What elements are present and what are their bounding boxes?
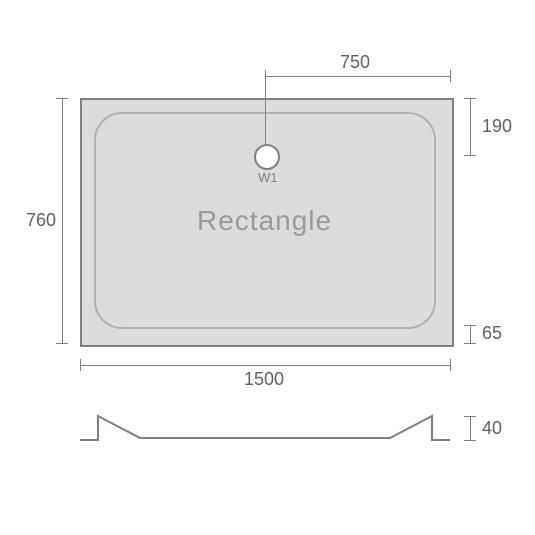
dim-line-edge (470, 325, 471, 343)
dim-label-profile: 40 (482, 418, 502, 439)
diagram-canvas: 750 190 W1 Rectangle 760 65 1500 40 (0, 0, 535, 535)
center-label: Rectangle (197, 205, 332, 237)
dim-line-drain-y (470, 98, 471, 155)
dim-tick (464, 325, 476, 326)
dim-label-edge: 65 (482, 323, 502, 344)
dim-line-height (62, 98, 63, 343)
dim-tick (265, 70, 266, 82)
dim-line-width (80, 365, 450, 366)
dim-line-profile (470, 416, 471, 440)
dim-tick (80, 359, 81, 371)
dim-tick (464, 98, 476, 99)
dim-label-width: 1500 (244, 369, 284, 390)
dim-tick (464, 155, 476, 156)
dim-tick (450, 359, 451, 371)
dim-tick (450, 70, 451, 82)
waste-label: W1 (258, 170, 278, 185)
dim-label-height: 760 (26, 210, 56, 231)
dim-label-drain-y: 190 (482, 116, 512, 137)
drain-leader (265, 82, 266, 144)
dim-tick (464, 440, 476, 441)
dim-tick (56, 343, 68, 344)
profile-section (80, 408, 450, 448)
dim-label-drain-x: 750 (340, 52, 370, 73)
dim-tick (464, 416, 476, 417)
dim-tick (56, 98, 68, 99)
dim-line-drain-x (265, 76, 450, 77)
drain-hole (254, 144, 280, 170)
dim-tick (464, 343, 476, 344)
